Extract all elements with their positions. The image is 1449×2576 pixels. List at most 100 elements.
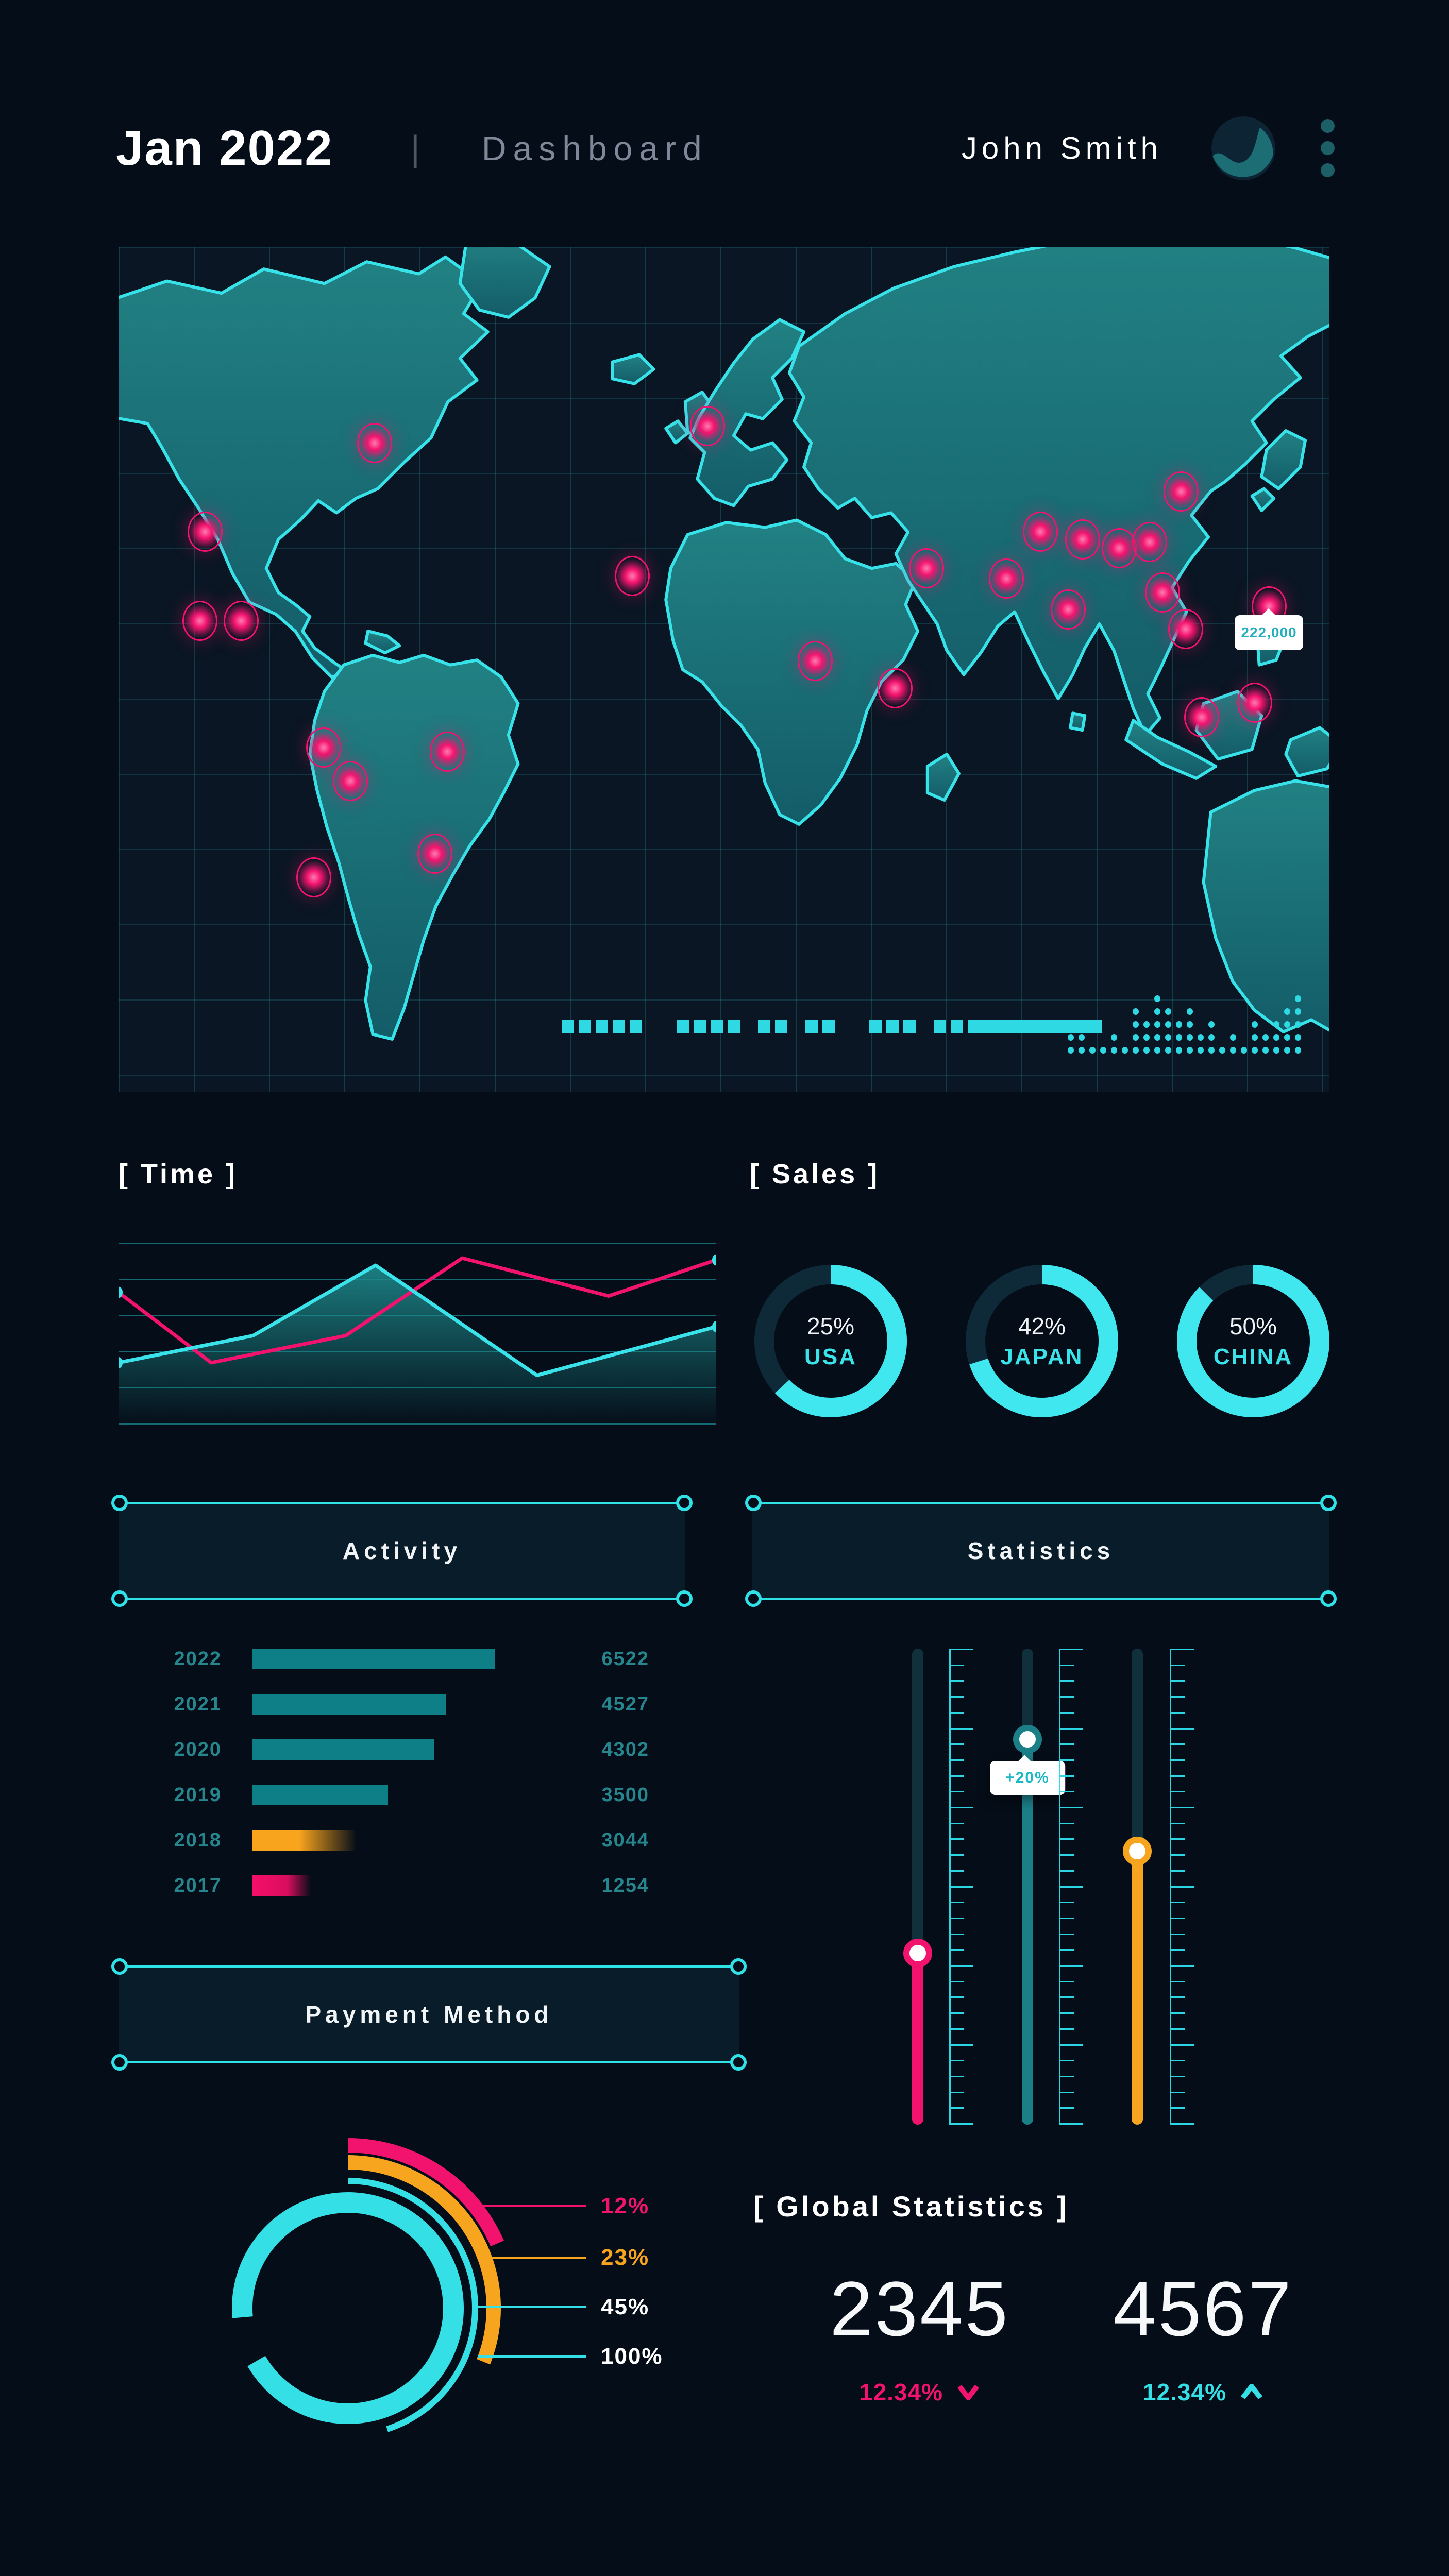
equalizer-dot <box>1133 1008 1139 1015</box>
equalizer-dot <box>1133 1021 1139 1028</box>
equalizer-column <box>1262 1034 1269 1054</box>
map-marker[interactable] <box>417 834 452 874</box>
ruler-tick <box>951 1664 964 1666</box>
legend-label: 45% <box>601 2294 650 2319</box>
map-marker[interactable] <box>797 641 833 682</box>
donut-china-percent: 50% <box>1229 1313 1277 1340</box>
teal-slider: +20% <box>990 1649 1065 2125</box>
map-marker[interactable] <box>357 423 392 464</box>
equalizer-column <box>1100 1047 1106 1054</box>
ireland <box>666 421 687 443</box>
kebab-menu-icon[interactable] <box>1321 119 1335 177</box>
map-marker[interactable] <box>1163 471 1199 512</box>
map-marker[interactable] <box>182 600 218 641</box>
ruler-tick <box>1060 1917 1074 1919</box>
map-marker[interactable] <box>615 555 650 596</box>
equalizer-column <box>1198 1034 1204 1054</box>
payment-ring-100 <box>232 2192 464 2424</box>
equalizer-dot <box>1241 1047 1247 1054</box>
map-marker[interactable] <box>1101 528 1137 568</box>
activity-year-label: 2018 <box>174 1829 222 1851</box>
slider-ruler <box>949 1649 976 2125</box>
map-marker[interactable] <box>224 600 259 641</box>
map-marker[interactable] <box>1023 512 1058 552</box>
map-marker[interactable] <box>878 668 913 708</box>
world-map-panel: 222,000 <box>119 247 1329 1092</box>
ruler-tick <box>1060 2123 1083 2125</box>
payment-legend-item: 12% <box>478 2193 649 2219</box>
equalizer-column <box>1284 1008 1290 1054</box>
ruler-tick <box>951 1902 964 1904</box>
map-marker[interactable] <box>1168 609 1203 649</box>
ruler-tick <box>1171 1886 1194 1888</box>
map-marker[interactable] <box>429 731 465 772</box>
activity-bar-track <box>252 1694 495 1715</box>
ruler-tick <box>1060 2044 1083 2046</box>
map-marker[interactable] <box>1184 697 1219 737</box>
map-tooltip-value: 222,000 <box>1241 624 1297 640</box>
map-marker[interactable] <box>1065 519 1101 560</box>
ruler-tick <box>1060 1870 1074 1872</box>
payment-ring-12 <box>178 2138 518 2478</box>
ruler-tick <box>1171 2060 1185 2062</box>
ruler-tick <box>1171 1838 1185 1840</box>
morse-dash <box>869 1020 882 1033</box>
map-marker[interactable] <box>187 512 223 552</box>
activity-value-label: 3500 <box>601 1784 649 1806</box>
donut-japan-ring <box>966 1265 1118 1417</box>
map-marker[interactable] <box>1132 522 1167 563</box>
map-marker[interactable] <box>296 857 331 898</box>
ruler-tick <box>1171 2123 1194 2125</box>
map-marker[interactable] <box>306 727 341 768</box>
global-statistics: 2345 12.34% 4567 12.34% <box>809 2264 1314 2406</box>
activity-year-label: 2020 <box>174 1738 222 1760</box>
donut-japan-label: JAPAN <box>1000 1344 1084 1369</box>
equalizer-column <box>1111 1034 1117 1054</box>
ruler-tick <box>951 1854 964 1856</box>
equalizer-dot <box>1068 1021 1074 1028</box>
slider-handle[interactable] <box>1013 1724 1042 1754</box>
ruler-tick <box>1060 1838 1074 1840</box>
equalizer-dots <box>1068 995 1301 1054</box>
payment-chart <box>178 2138 518 2478</box>
morse-dash <box>711 1020 723 1033</box>
ruler-tick <box>1171 2044 1194 2046</box>
donut-usa-ring <box>754 1265 907 1417</box>
map-marker[interactable] <box>909 548 945 588</box>
equalizer-dot <box>1154 995 1160 1002</box>
map-marker[interactable] <box>1145 572 1181 613</box>
equalizer-dot <box>1079 1034 1085 1041</box>
ruler-tick <box>1171 1965 1194 1967</box>
ruler-tick <box>1171 1680 1185 1682</box>
user-name: John Smith <box>961 131 1162 165</box>
activity-bar-row: 2018 3044 <box>119 1818 685 1863</box>
ruler-tick <box>1171 1775 1185 1777</box>
equalizer-dot <box>1252 1034 1258 1041</box>
map-marker[interactable] <box>989 558 1024 599</box>
ruler-tick <box>1060 1727 1083 1730</box>
map-marker[interactable] <box>332 761 368 802</box>
map-marker[interactable] <box>689 406 725 447</box>
equalizer-column <box>1295 995 1301 1054</box>
ruler-tick <box>951 1980 964 1982</box>
ruler-tick <box>1171 1902 1185 1904</box>
equalizer-column <box>1219 1047 1225 1054</box>
ruler-tick <box>1060 2028 1074 2030</box>
orange-slider <box>1123 1649 1152 2125</box>
sales-donuts: 25% USA 42% JAPAN 50% CHINA <box>751 1261 1333 1421</box>
ruler-tick <box>1171 1996 1185 1998</box>
ruler-tick <box>951 1965 973 1967</box>
map-marker[interactable] <box>1051 589 1086 630</box>
equalizer-column <box>1068 1021 1074 1054</box>
slider-handle[interactable] <box>1123 1836 1152 1866</box>
ruler-tick <box>1060 1664 1074 1666</box>
slider-handle[interactable] <box>903 1939 932 1968</box>
activity-bar <box>252 1694 446 1715</box>
morse-dashes <box>562 1020 1102 1033</box>
equalizer-dot <box>1273 1047 1279 1054</box>
pink-slider <box>903 1649 932 2125</box>
ruler-tick <box>1171 1807 1194 1808</box>
map-marker[interactable] <box>1237 682 1272 723</box>
ruler-tick <box>1171 1711 1185 1714</box>
avatar[interactable] <box>1211 116 1275 180</box>
